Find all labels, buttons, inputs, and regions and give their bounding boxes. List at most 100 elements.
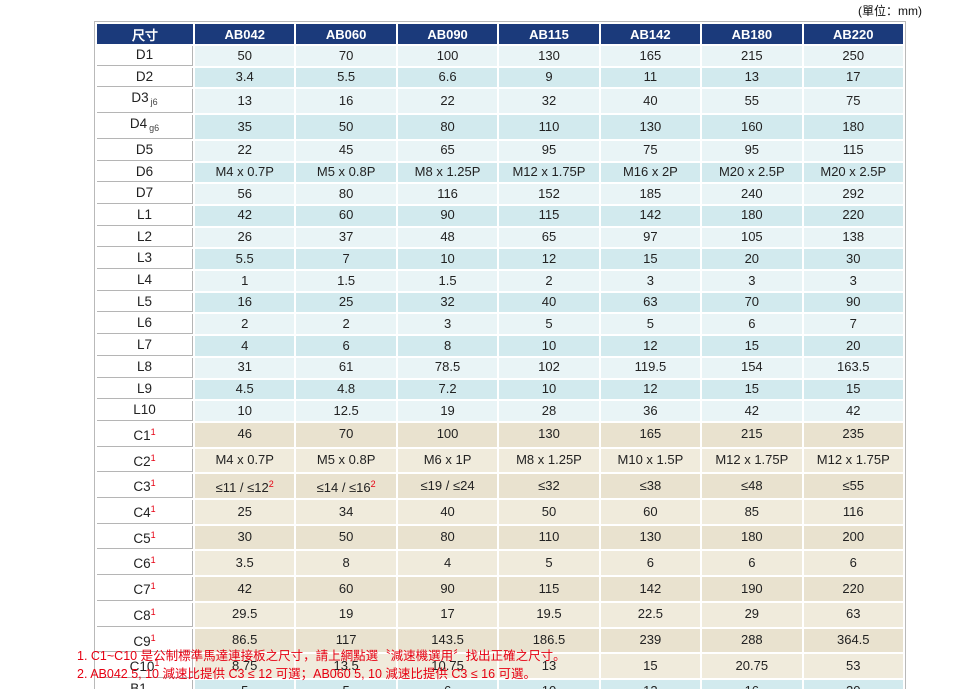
value-cell: 11 [600, 67, 701, 88]
value-cell: 8.75 [195, 654, 295, 678]
value-cell: 90 [397, 577, 498, 601]
value-cell: 75 [803, 89, 903, 114]
value-cell: 19 [296, 602, 396, 627]
value-cell: 32 [397, 292, 498, 313]
column-header-ab142: AB142 [600, 24, 701, 44]
value-cell: 31 [195, 357, 295, 378]
tolerance-class: j6 [150, 97, 158, 108]
table-row-d4: D4 g6 35 50 80 110 130 160 180 [97, 115, 903, 139]
value-cell: M10 x 1.5P [600, 448, 701, 473]
table-row-c5: C51 30 50 80 110 130 180 200 [97, 525, 903, 550]
value-cell: 19.5 [499, 602, 599, 627]
value-cell: M8 x 1.25P [499, 448, 599, 473]
value-cell: 10 [397, 249, 498, 270]
header-row: 尺寸 AB042 AB060 AB090 AB115 AB142 AB180 AB220 [97, 24, 903, 44]
value-cell: 12 [499, 249, 599, 270]
value-cell: 165 [600, 422, 701, 447]
value-cell: 16 [296, 89, 396, 114]
value-cell: M5 x 0.8P [296, 162, 396, 183]
value-cell: 3.4 [195, 67, 295, 88]
row-label: C61 [97, 551, 193, 576]
footnote-marker: 1 [150, 555, 156, 566]
column-header-ab090: AB090 [397, 24, 498, 44]
value-cell: 40 [600, 89, 701, 114]
value-cell: 70 [702, 292, 802, 313]
value-cell: 16 [195, 292, 295, 313]
value-cell: 70 [296, 46, 396, 66]
table-row-d1: D1 50 70 100 130 165 215 250 [97, 46, 903, 66]
value-cell: 6 [600, 551, 701, 576]
row-label: L3 [97, 249, 193, 270]
value-cell: 8 [296, 551, 396, 576]
value-cell: 190 [702, 577, 802, 601]
table-row-d2: D2 3.4 5.5 6.6 9 11 13 17 [97, 67, 903, 88]
value-cell: 163.5 [803, 357, 903, 378]
value-cell: 116 [803, 500, 903, 524]
table-row-c10: C101 8.75 13.5 10.75 13 15 20.75 53 [97, 654, 903, 678]
value-cell: M12 x 1.75P [803, 448, 903, 473]
footnote-marker: 1 [150, 529, 156, 540]
value-cell: M20 x 2.5P [702, 162, 802, 183]
value-cell: 100 [397, 422, 498, 447]
value-cell: 35 [195, 115, 295, 139]
row-label: L8 [97, 357, 193, 378]
tolerance-class: h9 [149, 688, 159, 689]
value-cell: 10.75 [397, 654, 498, 678]
table-row-c2: C21 M4 x 0.7P M5 x 0.8P M6 x 1P M8 x 1.25P M1… [97, 448, 903, 473]
value-cell: 160 [702, 115, 802, 139]
row-label: L6 [97, 314, 193, 335]
value-cell: 1.5 [397, 271, 498, 291]
value-cell: 130 [499, 46, 599, 66]
value-cell: 115 [499, 577, 599, 601]
value-cell: 56 [195, 184, 295, 204]
value-cell: 50 [296, 115, 396, 139]
value-cell: 220 [803, 577, 903, 601]
value-cell: 117 [296, 628, 396, 653]
value-cell: 29.5 [195, 602, 295, 627]
value-cell: 6 [702, 314, 802, 335]
value-cell: M12 x 1.75P [702, 448, 802, 473]
value-cell: 10 [499, 336, 599, 356]
value-cell: 80 [296, 184, 396, 204]
value-cell: 5.5 [195, 249, 295, 270]
table-row-c9: C91 86.5 117 143.5 186.5 239 288 364.5 [97, 628, 903, 653]
row-label: D2 [97, 67, 193, 88]
value-cell: 34 [296, 500, 396, 524]
value-cell: 20 [702, 249, 802, 270]
value-cell: 95 [499, 140, 599, 161]
value-cell: 85 [702, 500, 802, 524]
footnote-2: 2. AB042 5, 10 減速比提供 C3 ≤ 12 可選；AB060 5,… [77, 666, 537, 681]
table-row-b1: B1h955610121620 [97, 679, 903, 689]
value-cell: 5.5 [296, 67, 396, 88]
tolerance-class: g6 [149, 123, 160, 134]
value-cell: 180 [803, 115, 903, 139]
value-cell: 17 [803, 67, 903, 88]
column-header-ab180: AB180 [702, 24, 802, 44]
value-cell: M5 x 0.8P [296, 448, 396, 473]
value-cell: 30 [195, 525, 295, 550]
value-cell: ≤32 [499, 474, 599, 499]
value-cell: 6 [296, 336, 396, 356]
row-label: C91 [97, 628, 193, 653]
row-label: L9 [97, 379, 193, 400]
value-cell: 80 [397, 525, 498, 550]
value-cell: 2 [499, 271, 599, 291]
value-cell: 2 [296, 314, 396, 335]
value-cell: M16 x 2P [600, 162, 701, 183]
value-cell: 40 [499, 292, 599, 313]
corner-header: 尺寸 [97, 24, 193, 44]
value-cell: 80 [397, 115, 498, 139]
value-cell: 28 [499, 401, 599, 421]
table-row-c3: C31 ≤11 / ≤122 ≤14 / ≤162 ≤19 / ≤24 ≤32 ≤38 ≤4… [97, 474, 903, 499]
value-cell: 185 [600, 184, 701, 204]
value-cell: 130 [600, 525, 701, 550]
value-cell: 42 [702, 401, 802, 421]
value-cell: 19 [397, 401, 498, 421]
footnote-marker: 1 [150, 504, 156, 515]
value-cell: 9 [499, 67, 599, 88]
table-row-l5: L5 16 25 32 40 63 70 90 [97, 292, 903, 313]
value-cell: 8 [397, 336, 498, 356]
value-cell: 180 [702, 525, 802, 550]
value-cell: 63 [803, 602, 903, 627]
value-cell: 65 [397, 140, 498, 161]
